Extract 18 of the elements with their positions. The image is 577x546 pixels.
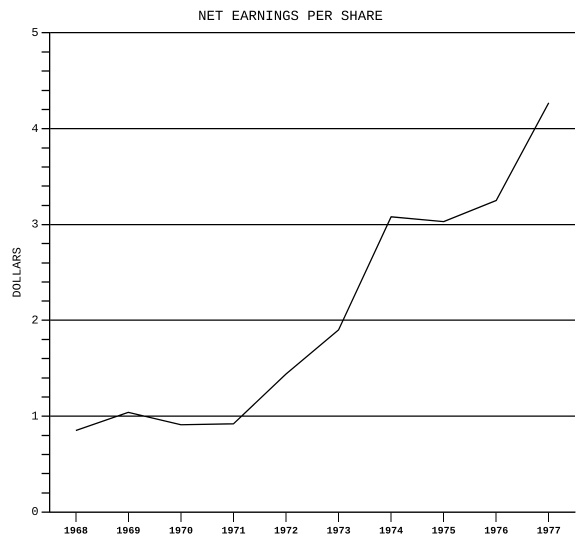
chart-title: NET EARNINGS PER SHARE: [198, 9, 383, 26]
y-tick-label: 1: [31, 409, 39, 424]
y-tick-label: 5: [31, 26, 39, 40]
x-tick-label: 1968: [64, 526, 88, 538]
x-tick-label: 1970: [168, 526, 193, 538]
x-tick-label: 1971: [221, 526, 246, 538]
y-tick-label: 2: [31, 313, 39, 328]
x-tick-label: 1977: [536, 526, 561, 538]
x-tick-label: 1974: [379, 526, 404, 538]
y-tick-label: 4: [31, 122, 39, 136]
x-tick-label: 1972: [274, 526, 298, 538]
y-tick-label: 0: [31, 505, 39, 520]
x-tick-label: 1976: [484, 526, 508, 538]
y-axis-title: DOLLARS: [10, 247, 24, 298]
y-tick-label: 3: [31, 218, 39, 232]
x-tick-label: 1969: [116, 526, 140, 538]
x-tick-label: 1973: [326, 526, 351, 538]
x-tick-label: 1975: [432, 526, 456, 538]
